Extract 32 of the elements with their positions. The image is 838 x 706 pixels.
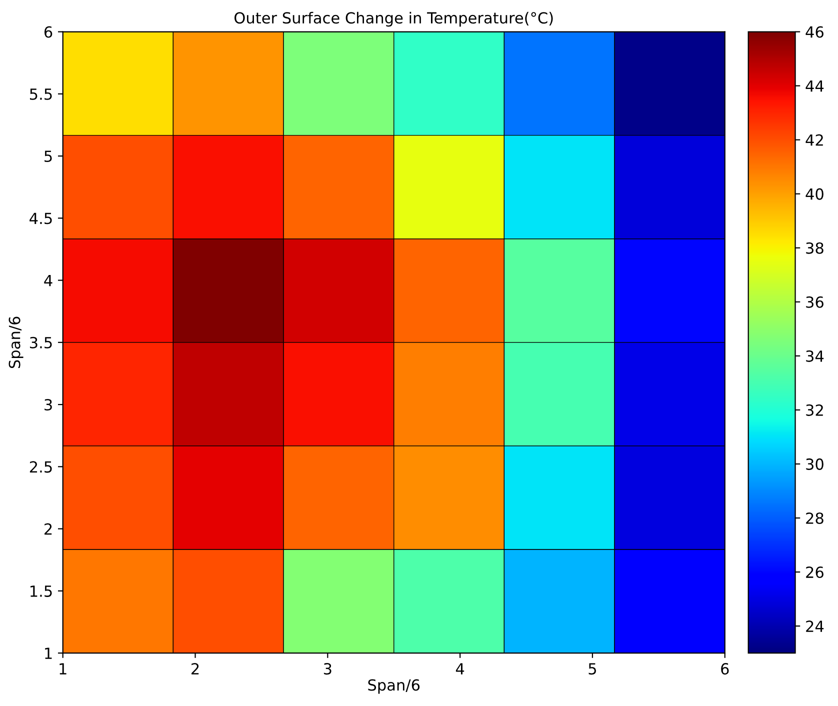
y-tick-label: 5 <box>44 150 52 162</box>
color-bar-label: 24 <box>806 620 824 632</box>
y-tick-label: 6 <box>44 26 52 38</box>
y-tick-label: 4.5 <box>30 212 52 224</box>
x-tick-label: 4 <box>456 663 464 674</box>
x-tick-label: 5 <box>588 663 596 675</box>
color-bar-label: 44 <box>806 80 824 92</box>
y-tick-label: 4 <box>44 274 52 286</box>
color-bar-label: 30 <box>806 458 824 470</box>
color-bar-label: 32 <box>806 404 823 416</box>
x-tick-label: 3 <box>324 663 332 675</box>
y-tick-label: 1.5 <box>30 586 52 597</box>
color-bar-label: 38 <box>806 242 824 254</box>
color-bar-label: 26 <box>806 566 824 578</box>
color-bar-label: 40 <box>806 188 824 200</box>
chart-title: Outer Surface Change in Temperature(°C) <box>234 12 553 27</box>
y-axis-title: Span/6 <box>8 316 24 368</box>
color-bar-label: 46 <box>806 26 824 38</box>
y-tick-label: 5.5 <box>30 88 52 100</box>
x-tick-label: 6 <box>721 663 729 675</box>
color-bar-label: 28 <box>806 512 824 524</box>
y-tick-label: 2 <box>44 523 52 535</box>
y-tick-label: 2.5 <box>30 461 52 473</box>
x-tick-label: 2 <box>192 663 199 674</box>
color-bar-label: 34 <box>806 350 824 362</box>
x-axis-title: Span/6 <box>368 679 420 694</box>
x-tick-label: 1 <box>60 663 66 674</box>
color-bar-label: 42 <box>806 134 823 146</box>
color-bar-label: 36 <box>806 296 824 308</box>
y-tick-label: 1 <box>45 648 52 659</box>
y-tick-label: 3 <box>44 399 52 411</box>
y-tick-label: 3.5 <box>30 336 52 348</box>
